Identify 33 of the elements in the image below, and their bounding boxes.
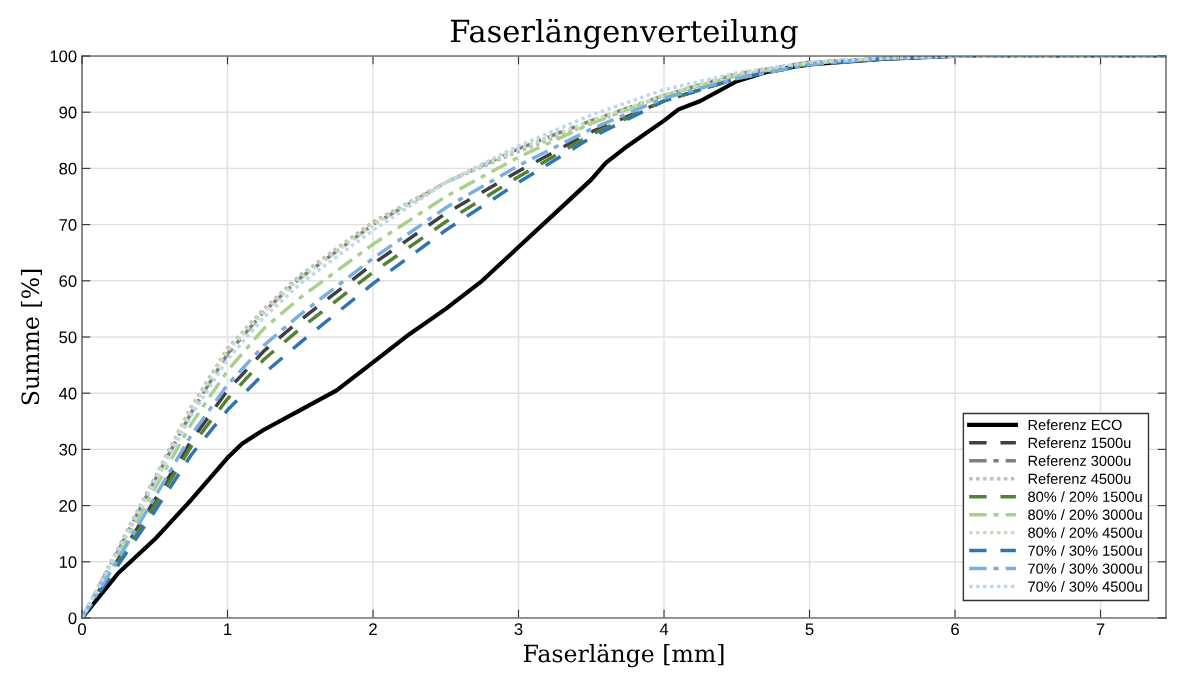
y-tick-label: 30 [59, 443, 77, 456]
legend-label: 80% / 20% 4500u [1028, 527, 1142, 538]
y-tick-label: 90 [59, 106, 77, 119]
y-tick-label: 20 [59, 500, 77, 512]
y-tick-label: 10 [59, 556, 77, 568]
x-tick-label: 5 [805, 623, 814, 636]
x-tick-label: 2 [369, 623, 377, 635]
x-tick-label: 4 [659, 623, 669, 635]
x-tick-label: 7 [1096, 623, 1105, 635]
legend-label: 70% / 30% 1500u [1028, 545, 1142, 556]
y-tick-label: 40 [58, 387, 77, 400]
y-tick-label: 0 [68, 612, 77, 625]
x-tick-label: 1 [224, 623, 232, 635]
legend-label: Referenz 4500u [1028, 473, 1131, 484]
chart-title: Faserlängenverteilung [450, 18, 798, 49]
y-tick-label: 60 [59, 275, 77, 287]
x-tick-label: 0 [78, 623, 86, 636]
legend-label: Referenz 3000u [1028, 455, 1131, 466]
line-series [82, 56, 1166, 618]
legend-label: 80% / 20% 1500u [1028, 491, 1142, 502]
x-tick-label: 6 [951, 623, 959, 636]
x-tick-label: 3 [514, 623, 523, 636]
legend-label: 80% / 20% 3000u [1028, 509, 1142, 520]
legend-label: 70% / 30% 4500u [1028, 581, 1142, 592]
legend-label: Referenz 1500u [1028, 437, 1131, 449]
y-tick-label: 50 [59, 331, 77, 344]
legend-label: Referenz ECO [1028, 419, 1122, 431]
y-axis-title: Summe [%] [20, 269, 42, 405]
x-axis-title: Faserlänge [mm] [523, 643, 724, 668]
y-tick-label: 80 [59, 162, 77, 175]
legend-label: 70% / 30% 3000u [1028, 563, 1142, 574]
y-tick-label: 100 [50, 50, 77, 63]
y-tick-label: 70 [59, 219, 77, 231]
